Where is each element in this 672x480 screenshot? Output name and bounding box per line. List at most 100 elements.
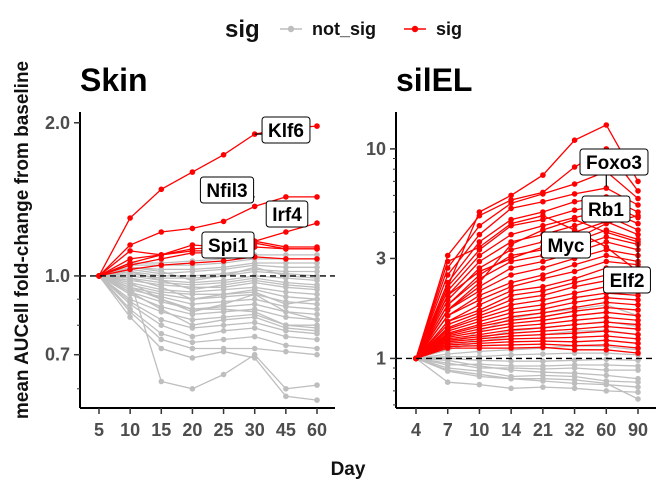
not-sig-series-point xyxy=(314,322,320,329)
not-sig-series-line xyxy=(415,357,639,383)
not-sig-series-line xyxy=(98,275,317,326)
panel-skin: Skin 0.7 1.0 2.0 5 10 15 20 25 30 45 60 Klf6 Nfil3 Ir… xyxy=(45,62,335,440)
not-sig-series-point xyxy=(189,266,196,273)
sig-series-point xyxy=(540,227,546,233)
sig-series-point xyxy=(96,273,102,279)
not-sig-series-point xyxy=(220,282,227,288)
sig-series-point xyxy=(571,334,578,341)
not-sig-series-line xyxy=(98,275,318,341)
not-sig-series-point xyxy=(571,362,578,368)
gene-label-text: Rb1 xyxy=(588,200,624,221)
sig-series-point xyxy=(571,181,578,187)
sig-series-point xyxy=(314,256,320,262)
sig-series-point xyxy=(571,308,578,315)
not-sig-series-point xyxy=(635,367,641,373)
sig-series-point xyxy=(571,137,578,143)
sig-series-point xyxy=(158,252,165,258)
sig-series-point xyxy=(127,256,133,262)
sig-series-point xyxy=(603,323,610,330)
not-sig-series-point xyxy=(314,275,320,281)
not-sig-series-point xyxy=(127,306,133,313)
not-sig-series-point xyxy=(158,378,165,385)
y-tick-label: 3 xyxy=(376,248,386,268)
not-sig-series-point xyxy=(314,291,320,298)
not-sig-series-point xyxy=(127,289,133,295)
not-sig-series-point xyxy=(603,372,610,379)
sig-series-point xyxy=(508,310,514,316)
gene-label-box xyxy=(579,148,649,176)
sig-series-point xyxy=(635,227,641,233)
not-sig-series-point xyxy=(158,322,165,329)
sig-series-point xyxy=(603,294,610,301)
sig-series-point xyxy=(540,198,546,205)
sig-series-point xyxy=(508,279,514,286)
sig-series-point xyxy=(476,345,483,351)
not-sig-series-point xyxy=(508,363,514,369)
not-sig-series-point xyxy=(251,277,258,284)
x-tick-label: 45 xyxy=(276,420,296,440)
sig-series-point xyxy=(571,326,578,332)
sig-series-point xyxy=(571,207,578,213)
sig-series-point xyxy=(571,268,578,275)
sig-series-line xyxy=(415,215,639,359)
not-sig-series-point xyxy=(189,333,196,340)
legend-label-not-sig: not_sig xyxy=(312,19,376,39)
not-sig-series-point xyxy=(189,306,196,313)
not-sig-series-point xyxy=(251,345,258,352)
sig-series-point xyxy=(540,310,546,316)
not-sig-series-point xyxy=(220,264,227,271)
sig-series-point xyxy=(508,345,514,351)
sig-series-line xyxy=(415,218,639,359)
sig-series-point xyxy=(540,302,546,308)
not-sig-series-line xyxy=(98,270,318,291)
not-sig-series-line xyxy=(98,275,318,286)
not-sig-series-point xyxy=(127,284,133,291)
gene-label-text: Irf4 xyxy=(272,205,302,226)
not-sig-series-line xyxy=(98,275,318,335)
not-sig-series-point xyxy=(314,252,320,258)
y-axis-title: mean AUCell fold-change from baseline xyxy=(12,61,33,419)
gene-label-text: Nfil3 xyxy=(206,181,247,202)
sig-series-point xyxy=(476,283,483,290)
not-sig-series-point xyxy=(158,317,165,323)
sig-series-point xyxy=(127,215,133,221)
sig-series-point xyxy=(476,252,483,259)
sig-series-line xyxy=(98,256,317,277)
not-sig-series-point xyxy=(189,286,196,293)
sig-series-point xyxy=(444,302,451,308)
sig-series-point xyxy=(635,302,641,308)
not-sig-series-point xyxy=(314,317,320,323)
not-sig-series-point xyxy=(603,367,610,373)
not-sig-series-point xyxy=(220,306,227,313)
not-sig-series-point xyxy=(220,345,227,352)
not-sig-series-point xyxy=(158,345,165,352)
sig-series-point xyxy=(635,350,641,356)
not-sig-series-point xyxy=(508,358,514,365)
x-tick-label: 25 xyxy=(214,420,234,440)
sig-series-point xyxy=(571,227,578,233)
sig-series-point xyxy=(189,225,196,232)
sig-series-point xyxy=(508,283,514,290)
sig-series-point xyxy=(603,185,610,191)
not-sig-series-point xyxy=(314,382,320,388)
not-sig-series-line xyxy=(98,275,318,295)
sig-series-point xyxy=(603,229,610,236)
not-sig-series-point xyxy=(220,371,227,378)
sig-series-point xyxy=(314,244,320,250)
not-sig-series-point xyxy=(444,362,451,368)
x-tick-label: 21 xyxy=(533,420,553,440)
sig-series-point xyxy=(540,172,546,178)
not-sig-series-line xyxy=(98,264,317,277)
sig-series-point xyxy=(444,345,451,351)
sig-series-line xyxy=(415,325,639,359)
sig-series-point xyxy=(508,200,514,207)
not-sig-series-point xyxy=(635,396,641,402)
sig-series-point xyxy=(603,252,610,259)
not-sig-series-point xyxy=(283,309,289,315)
x-axis-title: Day xyxy=(331,459,366,480)
sig-series-point xyxy=(635,220,641,227)
sig-series-point xyxy=(476,231,483,238)
not-sig-series-point xyxy=(251,301,258,308)
not-sig-series-line xyxy=(415,357,639,388)
gene-label-box xyxy=(541,231,591,259)
